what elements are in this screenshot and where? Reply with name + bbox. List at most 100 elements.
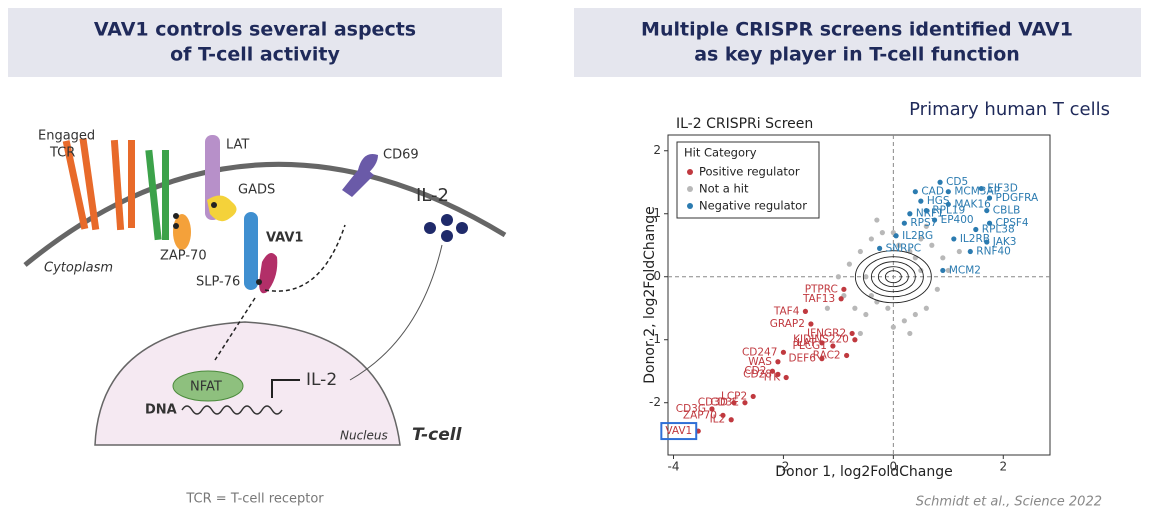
point bbox=[973, 226, 979, 233]
point bbox=[709, 406, 715, 412]
diagram-label: IL-2 bbox=[306, 370, 337, 390]
point-label: JAK3 bbox=[992, 236, 1017, 248]
point bbox=[844, 352, 850, 359]
point-label: MCM3AP bbox=[954, 186, 1000, 198]
diagram-label: TCR bbox=[49, 146, 75, 161]
point-label: MAK16 bbox=[954, 198, 991, 210]
point-label: DEF6 bbox=[788, 353, 816, 365]
point-label: CD28 bbox=[743, 368, 772, 380]
point-label: KIDINS220 bbox=[793, 334, 849, 346]
point bbox=[852, 337, 858, 343]
density-contour bbox=[877, 266, 909, 288]
diagram-label: T-cell bbox=[412, 425, 463, 445]
highlight-box bbox=[660, 422, 698, 441]
diagram-label: SLP-76 bbox=[196, 275, 240, 290]
diagram-label: Engaged bbox=[38, 129, 95, 144]
point bbox=[783, 374, 789, 381]
diagram-label: CD69 bbox=[383, 148, 419, 163]
x-tick-label: -2 bbox=[777, 460, 789, 474]
legend-label: Negative regulator bbox=[699, 199, 807, 213]
density-contour bbox=[884, 270, 902, 284]
point-label: IL2 bbox=[710, 414, 726, 426]
point bbox=[841, 286, 847, 292]
point bbox=[893, 233, 899, 239]
legend-swatch bbox=[687, 169, 693, 175]
point-label: LCP2 bbox=[721, 390, 747, 402]
x-tick-label: 2 bbox=[999, 460, 1007, 474]
point bbox=[780, 349, 787, 355]
point-label: EP400 bbox=[941, 214, 974, 226]
point-label: GRAP2 bbox=[770, 318, 805, 330]
point-label: IL2RB bbox=[960, 233, 990, 245]
point-label: EIF3D bbox=[987, 183, 1018, 195]
point-label: CBLB bbox=[993, 205, 1021, 217]
subtitle: Primary human T cells bbox=[909, 99, 1110, 120]
point bbox=[907, 211, 913, 217]
point bbox=[863, 311, 869, 318]
diagram-label: LAT bbox=[226, 138, 249, 153]
point bbox=[849, 330, 855, 337]
point bbox=[808, 321, 814, 327]
diagram bbox=[23, 135, 507, 446]
point bbox=[838, 296, 844, 302]
point bbox=[951, 236, 957, 242]
y-tick-label: 1 bbox=[653, 206, 661, 220]
point-label: IFNGR2 bbox=[807, 327, 846, 339]
point bbox=[901, 318, 907, 324]
density-contour bbox=[870, 261, 916, 293]
point bbox=[918, 198, 924, 204]
y-tick-label: -2 bbox=[649, 395, 661, 409]
point bbox=[923, 223, 929, 229]
header-title: VAV1 controls several aspects bbox=[94, 19, 416, 41]
point bbox=[918, 236, 924, 242]
y-tick-label: 2 bbox=[653, 143, 661, 157]
citation: Schmidt et al., Science 2022 bbox=[916, 495, 1102, 510]
point bbox=[863, 274, 869, 280]
point bbox=[819, 340, 825, 346]
plot-frame bbox=[667, 134, 1051, 456]
point-label: PLCG1 bbox=[793, 340, 827, 352]
point-label: RPS7 bbox=[910, 217, 937, 229]
diagram-label: DNA bbox=[145, 403, 177, 418]
point bbox=[967, 248, 973, 255]
point bbox=[912, 311, 918, 318]
header-title: of T-cell activity bbox=[170, 44, 340, 66]
legend-label: Positive regulator bbox=[699, 165, 800, 179]
point-label: CD3D bbox=[698, 397, 728, 409]
point-label: RPL38 bbox=[982, 223, 1015, 235]
diagram-label: NFAT bbox=[190, 380, 222, 395]
point bbox=[874, 217, 880, 223]
point-label: SNRPC bbox=[886, 242, 921, 254]
point bbox=[923, 207, 929, 214]
point bbox=[775, 371, 781, 377]
point bbox=[750, 393, 756, 400]
point bbox=[978, 185, 984, 192]
density-contour bbox=[862, 256, 924, 298]
point-label: IL2RG bbox=[902, 230, 933, 242]
diagram-label: Nucleus bbox=[340, 429, 388, 443]
point-label: NRF1 bbox=[916, 208, 944, 220]
point-label: VAV1 bbox=[665, 425, 692, 437]
point-label: RAC2 bbox=[813, 349, 841, 361]
point bbox=[819, 356, 825, 362]
x-tick-label: -4 bbox=[668, 460, 680, 474]
diagram-label: IL-2 bbox=[416, 185, 449, 206]
point-label: PTPRC bbox=[805, 283, 838, 295]
y-axis-label: Donor 2, log2FoldChange bbox=[642, 206, 658, 384]
point bbox=[775, 359, 781, 365]
point bbox=[857, 248, 863, 255]
point bbox=[728, 417, 734, 423]
point bbox=[857, 330, 863, 337]
point bbox=[835, 274, 841, 280]
point bbox=[877, 245, 883, 251]
point bbox=[868, 236, 874, 242]
point-label: PDGFRA bbox=[996, 192, 1039, 204]
point bbox=[912, 189, 918, 195]
point-label: TAF4 bbox=[773, 305, 800, 317]
point bbox=[896, 242, 902, 248]
point bbox=[956, 248, 962, 255]
x-axis-label: Donor 1, log2FoldChange bbox=[775, 464, 953, 480]
point-label: CD3G bbox=[676, 403, 706, 415]
